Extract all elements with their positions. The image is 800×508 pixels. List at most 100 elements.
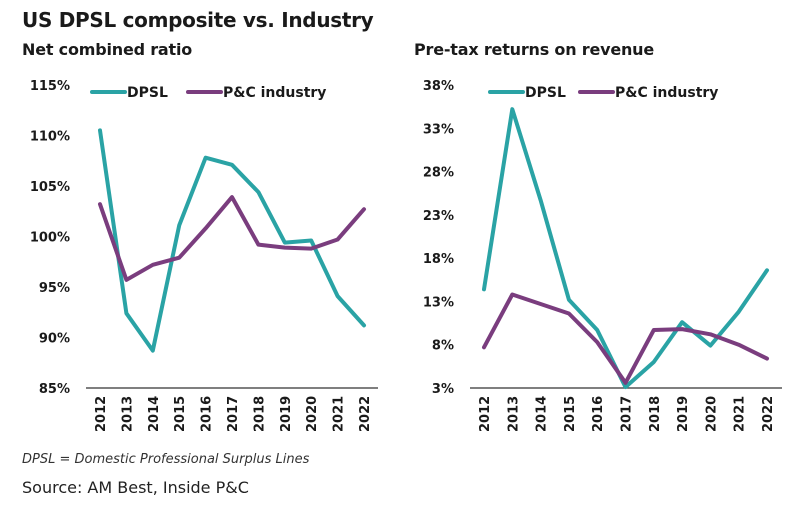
- industry-data-point: [283, 246, 287, 250]
- industry-data-point: [309, 247, 313, 251]
- dpsl-data-point: [624, 385, 628, 389]
- industry-data-point: [230, 195, 234, 199]
- x-tick-label: 2014: [535, 396, 550, 432]
- industry-data-point: [567, 312, 571, 316]
- industry-data-point: [708, 332, 712, 336]
- industry-data-point: [124, 278, 128, 282]
- x-tick-label: 2019: [279, 396, 294, 432]
- x-tick-label: 2018: [252, 396, 267, 432]
- legend-label: P&C industry: [223, 85, 326, 101]
- y-tick-label: 13%: [423, 295, 454, 310]
- y-tick-label: 85%: [39, 382, 70, 397]
- dpsl-data-point: [765, 268, 769, 272]
- dpsl-data-point: [283, 241, 287, 245]
- dpsl-data-point: [539, 198, 543, 202]
- industry-data-point: [737, 343, 741, 347]
- industry-data-point: [204, 226, 208, 230]
- industry-data-point: [256, 243, 260, 247]
- industry-series-line: [482, 292, 769, 385]
- dpsl-data-point: [737, 310, 741, 314]
- x-tick-label: 2014: [147, 396, 162, 432]
- x-tick-label: 2013: [120, 396, 135, 432]
- dpsl-data-point: [151, 349, 155, 353]
- industry-data-point: [595, 340, 599, 344]
- right-chart-title: Pre-tax returns on revenue: [414, 40, 655, 59]
- dpsl-data-point: [256, 190, 260, 194]
- industry-data-point: [765, 357, 769, 361]
- dpsl-data-point: [309, 239, 313, 243]
- y-tick-label: 3%: [432, 382, 454, 397]
- dpsl-data-point: [510, 107, 514, 111]
- x-tick-label: 2016: [200, 396, 215, 432]
- legend-label: DPSL: [525, 85, 566, 101]
- industry-data-point: [362, 207, 366, 211]
- x-tick-label: 2020: [704, 396, 719, 432]
- x-tick-label: 2018: [648, 396, 663, 432]
- dpsl-data-point: [336, 294, 340, 298]
- dpsl-data-point: [124, 311, 128, 315]
- industry-data-point: [510, 293, 514, 297]
- dpsl-series-line: [482, 107, 769, 390]
- legend-label: DPSL: [127, 85, 168, 101]
- dpsl-series-line: [98, 128, 366, 353]
- y-tick-label: 8%: [432, 339, 454, 354]
- industry-data-point: [624, 381, 628, 385]
- legend-item-dpsl: DPSL: [488, 85, 566, 101]
- y-tick-label: 105%: [30, 180, 70, 195]
- industry-data-point: [482, 345, 486, 349]
- x-tick-label: 2017: [226, 396, 241, 432]
- y-tick-label: 115%: [30, 79, 70, 94]
- dpsl-data-point: [98, 128, 102, 132]
- x-tick-label: 2020: [305, 396, 320, 432]
- legend-item-dpsl: DPSL: [90, 85, 168, 101]
- dpsl-data-point: [680, 320, 684, 324]
- source-note: Source: AM Best, Inside P&C: [22, 478, 249, 497]
- y-tick-label: 110%: [30, 130, 70, 145]
- x-tick-label: 2022: [358, 396, 373, 432]
- industry-data-point: [177, 256, 181, 260]
- figure-title: US DPSL composite vs. Industry: [22, 8, 374, 32]
- net-combined-ratio-chart: 85% 90% 95% 100% 105% 110% 115% 2012 2013 2014 201…: [30, 79, 378, 432]
- dpsl-data-point: [708, 344, 712, 348]
- x-tick-label: 2012: [478, 396, 493, 432]
- y-tick-label: 90%: [39, 332, 70, 347]
- y-tick-label: 95%: [39, 281, 70, 296]
- y-tick-label: 38%: [423, 79, 454, 94]
- x-tick-label: 2012: [94, 396, 109, 432]
- legend-label: P&C industry: [615, 85, 718, 101]
- legend-item-industry: P&C industry: [578, 85, 718, 101]
- x-tick-label: 2022: [761, 396, 776, 432]
- industry-data-point: [151, 263, 155, 267]
- legend-item-industry: P&C industry: [186, 85, 326, 101]
- y-tick-label: 18%: [423, 252, 454, 267]
- x-tick-label: 2016: [591, 396, 606, 432]
- industry-data-point: [680, 327, 684, 331]
- dpsl-data-point: [595, 328, 599, 332]
- x-tick-label: 2021: [733, 396, 748, 432]
- dpsl-data-point: [362, 323, 366, 327]
- dpsl-data-point: [652, 360, 656, 364]
- y-tick-label: 23%: [423, 209, 454, 224]
- x-tick-label: 2019: [676, 396, 691, 432]
- x-tick-label: 2021: [332, 396, 347, 432]
- industry-data-point: [336, 238, 340, 242]
- y-tick-label: 100%: [30, 231, 70, 246]
- industry-data-point: [98, 202, 102, 206]
- industry-data-point: [652, 328, 656, 332]
- dpsl-data-point: [204, 156, 208, 160]
- footnote: DPSL = Domestic Professional Surplus Lin…: [22, 452, 310, 467]
- x-tick-label: 2015: [173, 396, 188, 432]
- dpsl-data-point: [567, 298, 571, 302]
- y-tick-label: 33%: [423, 122, 454, 137]
- pretax-returns-chart: 3% 8% 13% 18% 23% 28% 33% 38% 2012 2013 2014 2015 20…: [423, 79, 782, 432]
- x-tick-label: 2017: [620, 396, 635, 432]
- dpsl-data-point: [230, 163, 234, 167]
- industry-data-point: [539, 302, 543, 306]
- left-chart-title: Net combined ratio: [22, 40, 193, 59]
- x-tick-label: 2015: [563, 396, 578, 432]
- industry-series-line: [98, 195, 366, 282]
- x-tick-label: 2013: [506, 396, 521, 432]
- y-tick-label: 28%: [423, 166, 454, 181]
- dpsl-data-point: [482, 287, 486, 291]
